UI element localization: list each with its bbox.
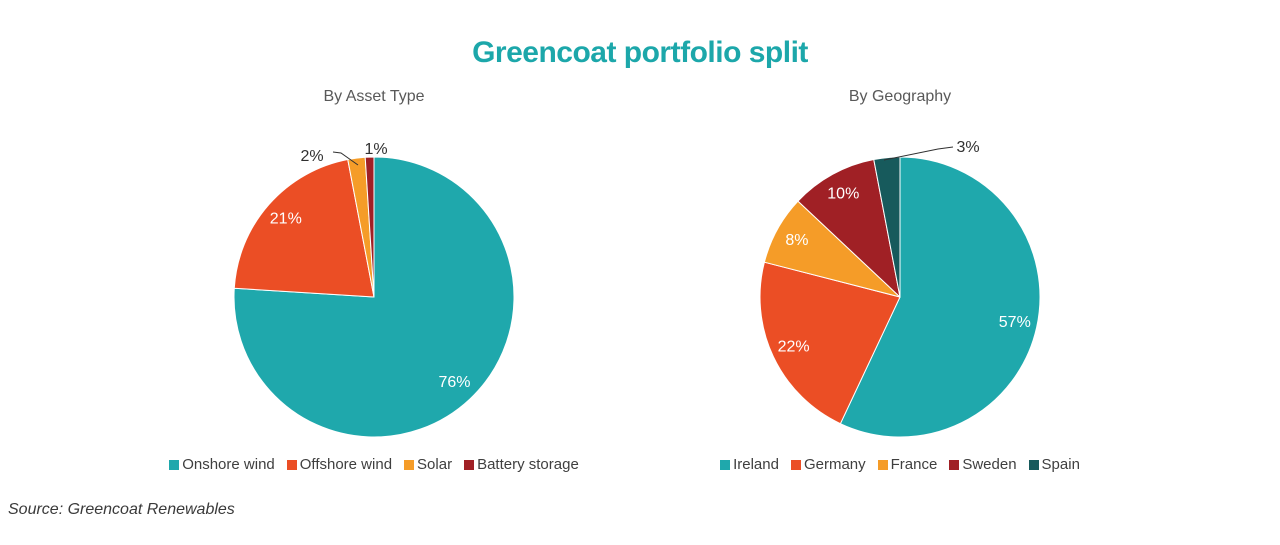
legend-marker-sweden [949, 459, 960, 470]
legend-item-solar: Solar [404, 456, 452, 473]
legend-item-france: France [877, 456, 938, 473]
pie-slice-onshore-wind [233, 156, 515, 438]
legend-label-onshore-wind: Onshore wind [182, 456, 275, 473]
legend-item-offshore-wind: Offshore wind [286, 456, 393, 473]
legend-marker-offshore-wind [286, 459, 297, 470]
leader-line-solar [332, 151, 359, 166]
pie-slice-offshore-wind [233, 158, 375, 298]
legend-label-spain: Spain [1041, 456, 1080, 473]
legend-item-onshore-wind: Onshore wind [169, 456, 275, 473]
legend-marker-battery-storage [464, 459, 475, 470]
legend-marker-france [877, 459, 888, 470]
legend-label-ireland: Ireland [733, 456, 779, 473]
pie-chart-by-asset-type: By Asset Type 76% 21% 2% 1% Onshore wind Off… [94, 88, 654, 473]
chart-subtitle-geography: By Geography [848, 88, 952, 105]
pie-geography: 57% 22% 8% 10% 3% [759, 139, 1041, 438]
pie-chart-by-geography: By Geography 57% 22% 8% 10% 3% Ireland German… [620, 88, 1180, 473]
legend-asset-type: Onshore wind Offshore wind Solar Battery st… [94, 456, 654, 473]
legend-label-france: France [890, 456, 938, 473]
data-label-sweden: 10% [827, 185, 859, 202]
legend-item-germany: Germany [790, 456, 866, 473]
legend-marker-onshore-wind [169, 459, 180, 470]
data-label-spain: 3% [956, 139, 979, 156]
pie-slice-sweden [797, 158, 901, 298]
legend-label-germany: Germany [803, 456, 866, 473]
pie-slice-battery-storage [364, 156, 375, 298]
data-label-ireland: 57% [999, 314, 1031, 331]
pie-slice-germany [759, 261, 901, 425]
legend-label-battery-storage: Battery storage [477, 456, 579, 473]
legend-geography: Ireland Germany France Sweden Spain [620, 456, 1180, 473]
data-label-solar: 2% [300, 148, 323, 165]
data-label-battery-storage: 1% [364, 141, 387, 158]
legend-label-solar: Solar [417, 456, 453, 473]
chart-subtitle-asset-type: By Asset Type [323, 88, 425, 105]
legend-label-sweden: Sweden [962, 456, 1017, 473]
legend-item-ireland: Ireland [720, 456, 779, 473]
data-label-onshore-wind: 76% [438, 374, 470, 391]
legend-marker-solar [404, 459, 415, 470]
pie-asset-type: 76% 21% 2% 1% [233, 141, 515, 438]
chart-title: Greencoat portfolio split [472, 36, 808, 69]
legend-item-spain: Spain [1028, 456, 1080, 473]
legend-item-battery-storage: Battery storage [464, 456, 579, 473]
source-note: Source: Greencoat Renewables [8, 501, 235, 518]
legend-item-sweden: Sweden [949, 456, 1017, 473]
legend-marker-germany [790, 459, 801, 470]
data-label-offshore-wind: 21% [270, 211, 302, 228]
data-label-germany: 22% [778, 339, 810, 356]
pie-slice-ireland [839, 156, 1041, 438]
data-label-france: 8% [785, 232, 808, 249]
legend-label-offshore-wind: Offshore wind [299, 456, 393, 473]
legend-marker-spain [1028, 459, 1039, 470]
leader-line-spain [883, 146, 954, 161]
legend-marker-ireland [720, 459, 731, 470]
